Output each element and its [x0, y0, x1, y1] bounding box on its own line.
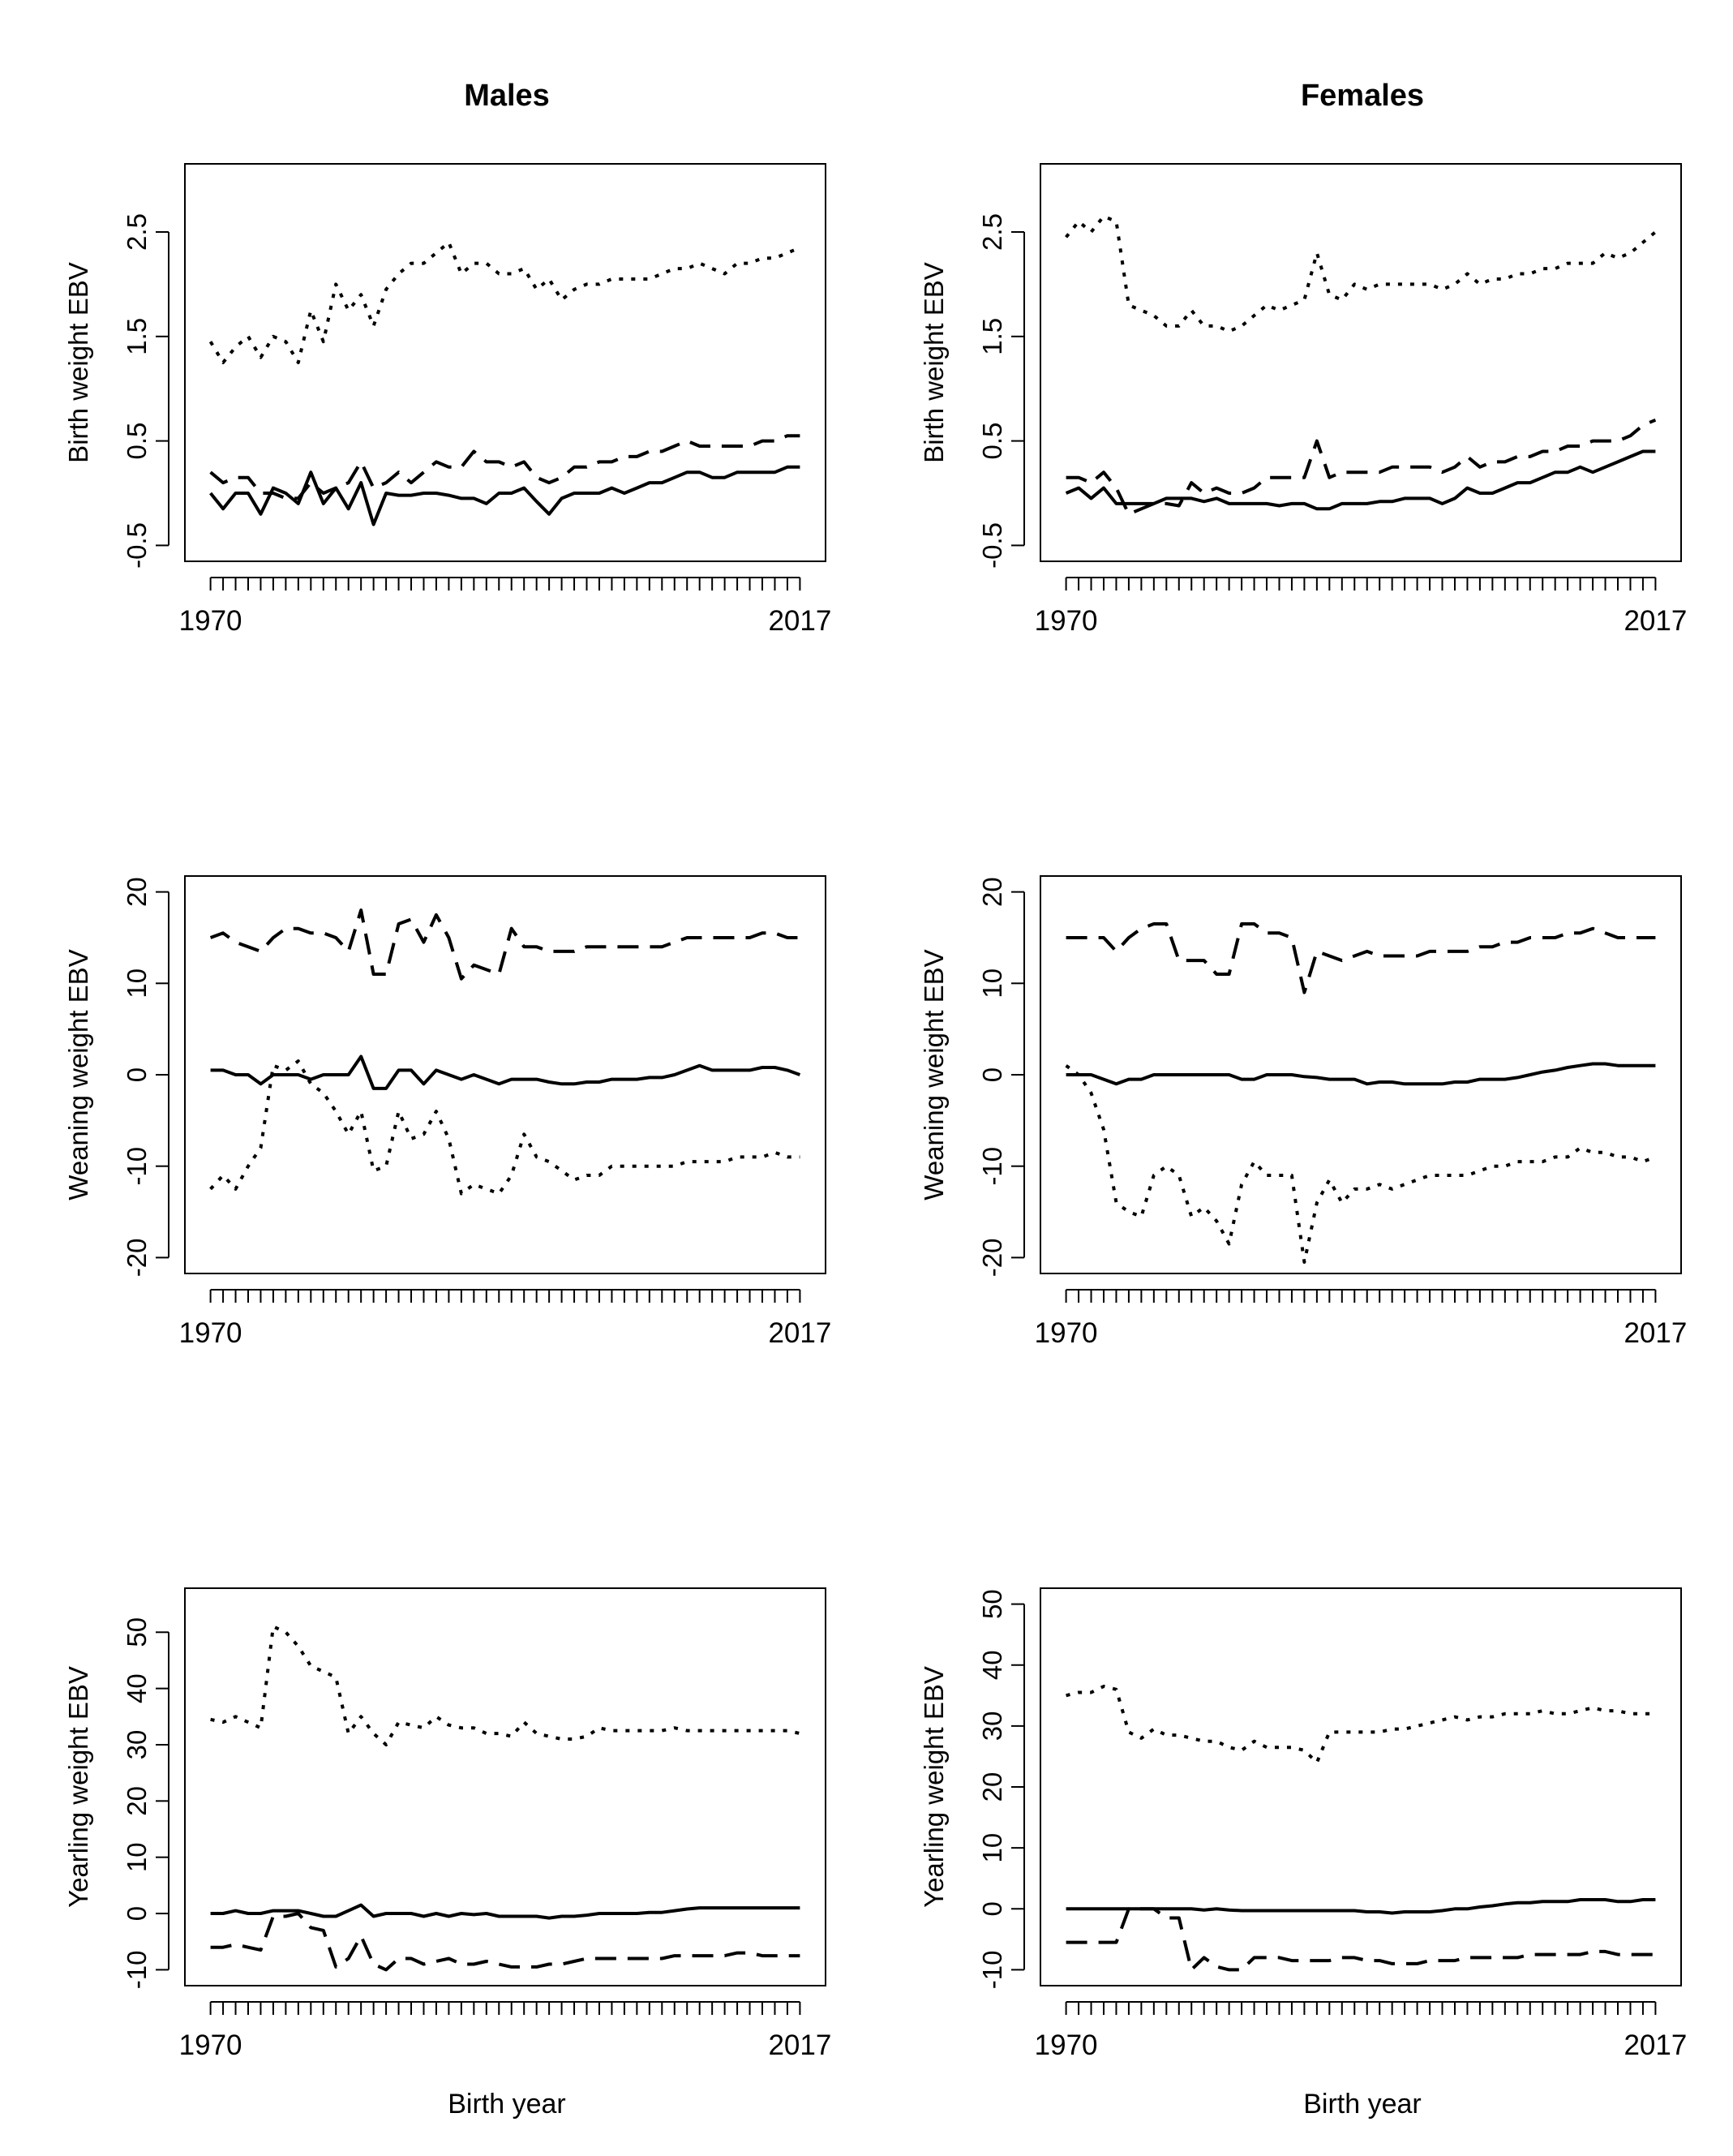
y-axis-title: Weaning weight EBV [919, 949, 949, 1200]
series-line-dashed [209, 434, 800, 500]
y-axis-title: Weaning weight EBV [63, 949, 93, 1200]
panel-2: -0.5 0.5 1.5 2.5 Birth weight EBV 1970 2017 [919, 163, 1687, 637]
x-tick-label: 2017 [1624, 605, 1687, 637]
y-axis-title: Yearling weight EBV [919, 1666, 949, 1908]
y-axis-title: Birth weight EBV [919, 262, 949, 463]
series-line-dotted [210, 1625, 800, 1746]
y-tick-label: 40 [977, 1650, 1007, 1680]
y-tick-label: -10 [977, 1951, 1007, 1990]
plot-frame [1040, 163, 1682, 562]
series-line-dashed [1066, 1907, 1656, 1972]
x-tick-label: 2017 [1624, 2029, 1687, 2061]
series-line-dashed [209, 908, 800, 981]
x-tick-label: 2017 [1624, 1317, 1687, 1349]
x-tick-label: 1970 [1035, 1317, 1098, 1349]
x-axis-label-males: Birth year [448, 2089, 566, 2119]
y-tick-label: 0 [122, 1067, 152, 1082]
y-tick-label: 2.5 [977, 213, 1007, 251]
series-line-solid [1065, 449, 1656, 511]
y-tick-label: -0.5 [122, 522, 152, 569]
y-tick-label: 0 [977, 1067, 1007, 1082]
y-tick-label: 1.5 [122, 318, 152, 355]
y-tick-label: 0.5 [122, 423, 152, 460]
panel-6: -10 0 10 20 30 40 50 Yearling weight EBV 1970 201… [919, 1587, 1687, 2061]
y-tick-label: 10 [122, 1842, 152, 1872]
y-tick-label: -0.5 [977, 522, 1007, 569]
y-tick-label: 30 [122, 1730, 152, 1760]
x-tick-label: 2017 [768, 605, 831, 637]
series-line-dashed [1066, 922, 1656, 994]
series-line-dotted [1065, 214, 1657, 333]
y-tick-label: 50 [977, 1589, 1007, 1619]
y-tick-label: 0 [122, 1906, 152, 1921]
series-line-solid [210, 1903, 800, 1920]
series-line-dashed [210, 1912, 800, 1972]
x-tick-label: 1970 [179, 605, 242, 637]
series-line-dotted [209, 1059, 800, 1196]
x-tick-label: 1970 [1035, 605, 1098, 637]
series-line-solid [1066, 1062, 1656, 1086]
column-title-females: Females [1301, 79, 1424, 113]
plot-frame [1040, 875, 1682, 1274]
x-tick-label: 1970 [1035, 2029, 1098, 2061]
x-tick-label: 1970 [179, 2029, 242, 2061]
y-axis-title: Yearling weight EBV [63, 1666, 93, 1908]
y-tick-label: 40 [122, 1673, 152, 1703]
y-tick-label: 10 [122, 968, 152, 999]
series-line-dotted [1066, 1685, 1656, 1764]
x-tick-label: 2017 [768, 2029, 831, 2061]
panel-3: -20 -10 0 10 20 Weaning weight EBV 1970 2017 [63, 875, 831, 1349]
series-line-dashed [1066, 418, 1657, 516]
panel-4: -20 -10 0 10 20 Weaning weight EBV 1970 2017 [919, 875, 1687, 1349]
series-line-dotted [1065, 1064, 1657, 1264]
y-tick-label: 10 [977, 1833, 1007, 1863]
y-tick-label: 20 [122, 877, 152, 907]
series-line-solid [210, 1054, 801, 1090]
y-tick-label: 20 [977, 877, 1007, 907]
y-tick-label: 10 [977, 968, 1007, 999]
column-title-males: Males [464, 79, 550, 113]
series-line-solid [209, 465, 800, 526]
panel-1: -0.5 0.5 1.5 2.5 Birth weight EBV 1970 2017 [63, 163, 831, 637]
y-tick-label: 20 [122, 1786, 152, 1816]
y-tick-label: -20 [977, 1239, 1007, 1278]
x-axis-label-females: Birth year [1303, 2089, 1422, 2119]
panel-5: -10 0 10 20 30 40 50 Yearling weight EBV 1970 201… [63, 1587, 831, 2061]
y-tick-label: 1.5 [977, 318, 1007, 355]
plot-frame [184, 163, 826, 562]
x-tick-label: 2017 [768, 1317, 831, 1349]
y-tick-label: -20 [122, 1239, 152, 1278]
plot-frame [1040, 1587, 1682, 1986]
plot-frame [184, 1587, 826, 1986]
y-axis-title: Birth weight EBV [63, 262, 93, 463]
series-line-dotted [208, 240, 801, 364]
y-tick-label: -10 [122, 1951, 152, 1990]
y-tick-label: 2.5 [122, 213, 152, 251]
y-tick-label: 30 [977, 1711, 1007, 1742]
y-tick-label: 0.5 [977, 423, 1007, 460]
y-tick-label: -10 [122, 1147, 152, 1186]
y-tick-label: 0 [977, 1901, 1007, 1916]
y-tick-label: -10 [977, 1147, 1007, 1186]
y-tick-label: 50 [122, 1617, 152, 1647]
x-tick-label: 1970 [179, 1317, 242, 1349]
plot-frame [184, 875, 826, 1274]
series-line-solid [1066, 1898, 1656, 1915]
y-tick-label: 20 [977, 1772, 1007, 1802]
